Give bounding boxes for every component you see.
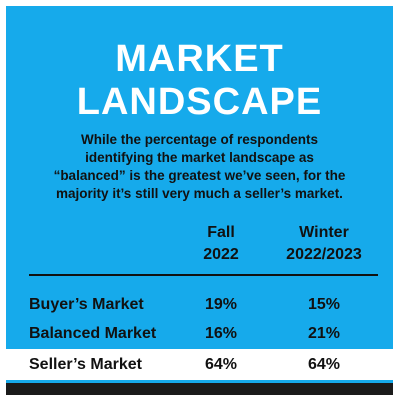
column-header-fall-line-2: 2022 [203, 246, 239, 263]
column-header-fall-2022: Fall 2022 [191, 222, 251, 266]
column-header-fall-line-1: Fall [207, 224, 235, 241]
column-header-winter-line-2: 2022/2023 [286, 246, 362, 263]
winter-value: 21% [307, 325, 341, 342]
row-label: Buyer’s Market [29, 296, 144, 313]
fall-value: 64% [204, 356, 238, 373]
column-header-winter-line-1: Winter [299, 224, 349, 241]
table-row-sellers-market-highlighted: Seller’s Market 64% 64% [6, 349, 393, 380]
title-line-1: MARKET [115, 38, 284, 80]
row-label: Balanced Market [29, 325, 157, 342]
description-line-1: While the percentage of respondents [80, 132, 319, 147]
fall-value: 16% [204, 325, 238, 342]
row-label: Seller’s Market [29, 356, 142, 373]
table-row-balanced-market: Balanced Market 16% 21% [6, 319, 393, 349]
column-header-winter-2022-2023: Winter 2022/2023 [268, 222, 380, 266]
title-line-2: LANDSCAPE [76, 81, 323, 123]
table-divider [29, 274, 378, 276]
description: While the percentage of respondents iden… [16, 131, 383, 203]
description-line-2: identifying the market landscape as [85, 150, 314, 165]
winter-value: 64% [307, 356, 341, 373]
winter-value: 15% [307, 296, 341, 313]
market-landscape-panel: MARKET LANDSCAPE While the percentage of… [6, 6, 393, 395]
description-line-3: “balanced” is the greatest we’ve seen, f… [53, 168, 346, 183]
table-row-buyers-market: Buyer’s Market 19% 15% [6, 290, 393, 320]
description-line-4: majority it’s still very much a seller’s… [56, 186, 343, 201]
fall-value: 19% [204, 296, 238, 313]
